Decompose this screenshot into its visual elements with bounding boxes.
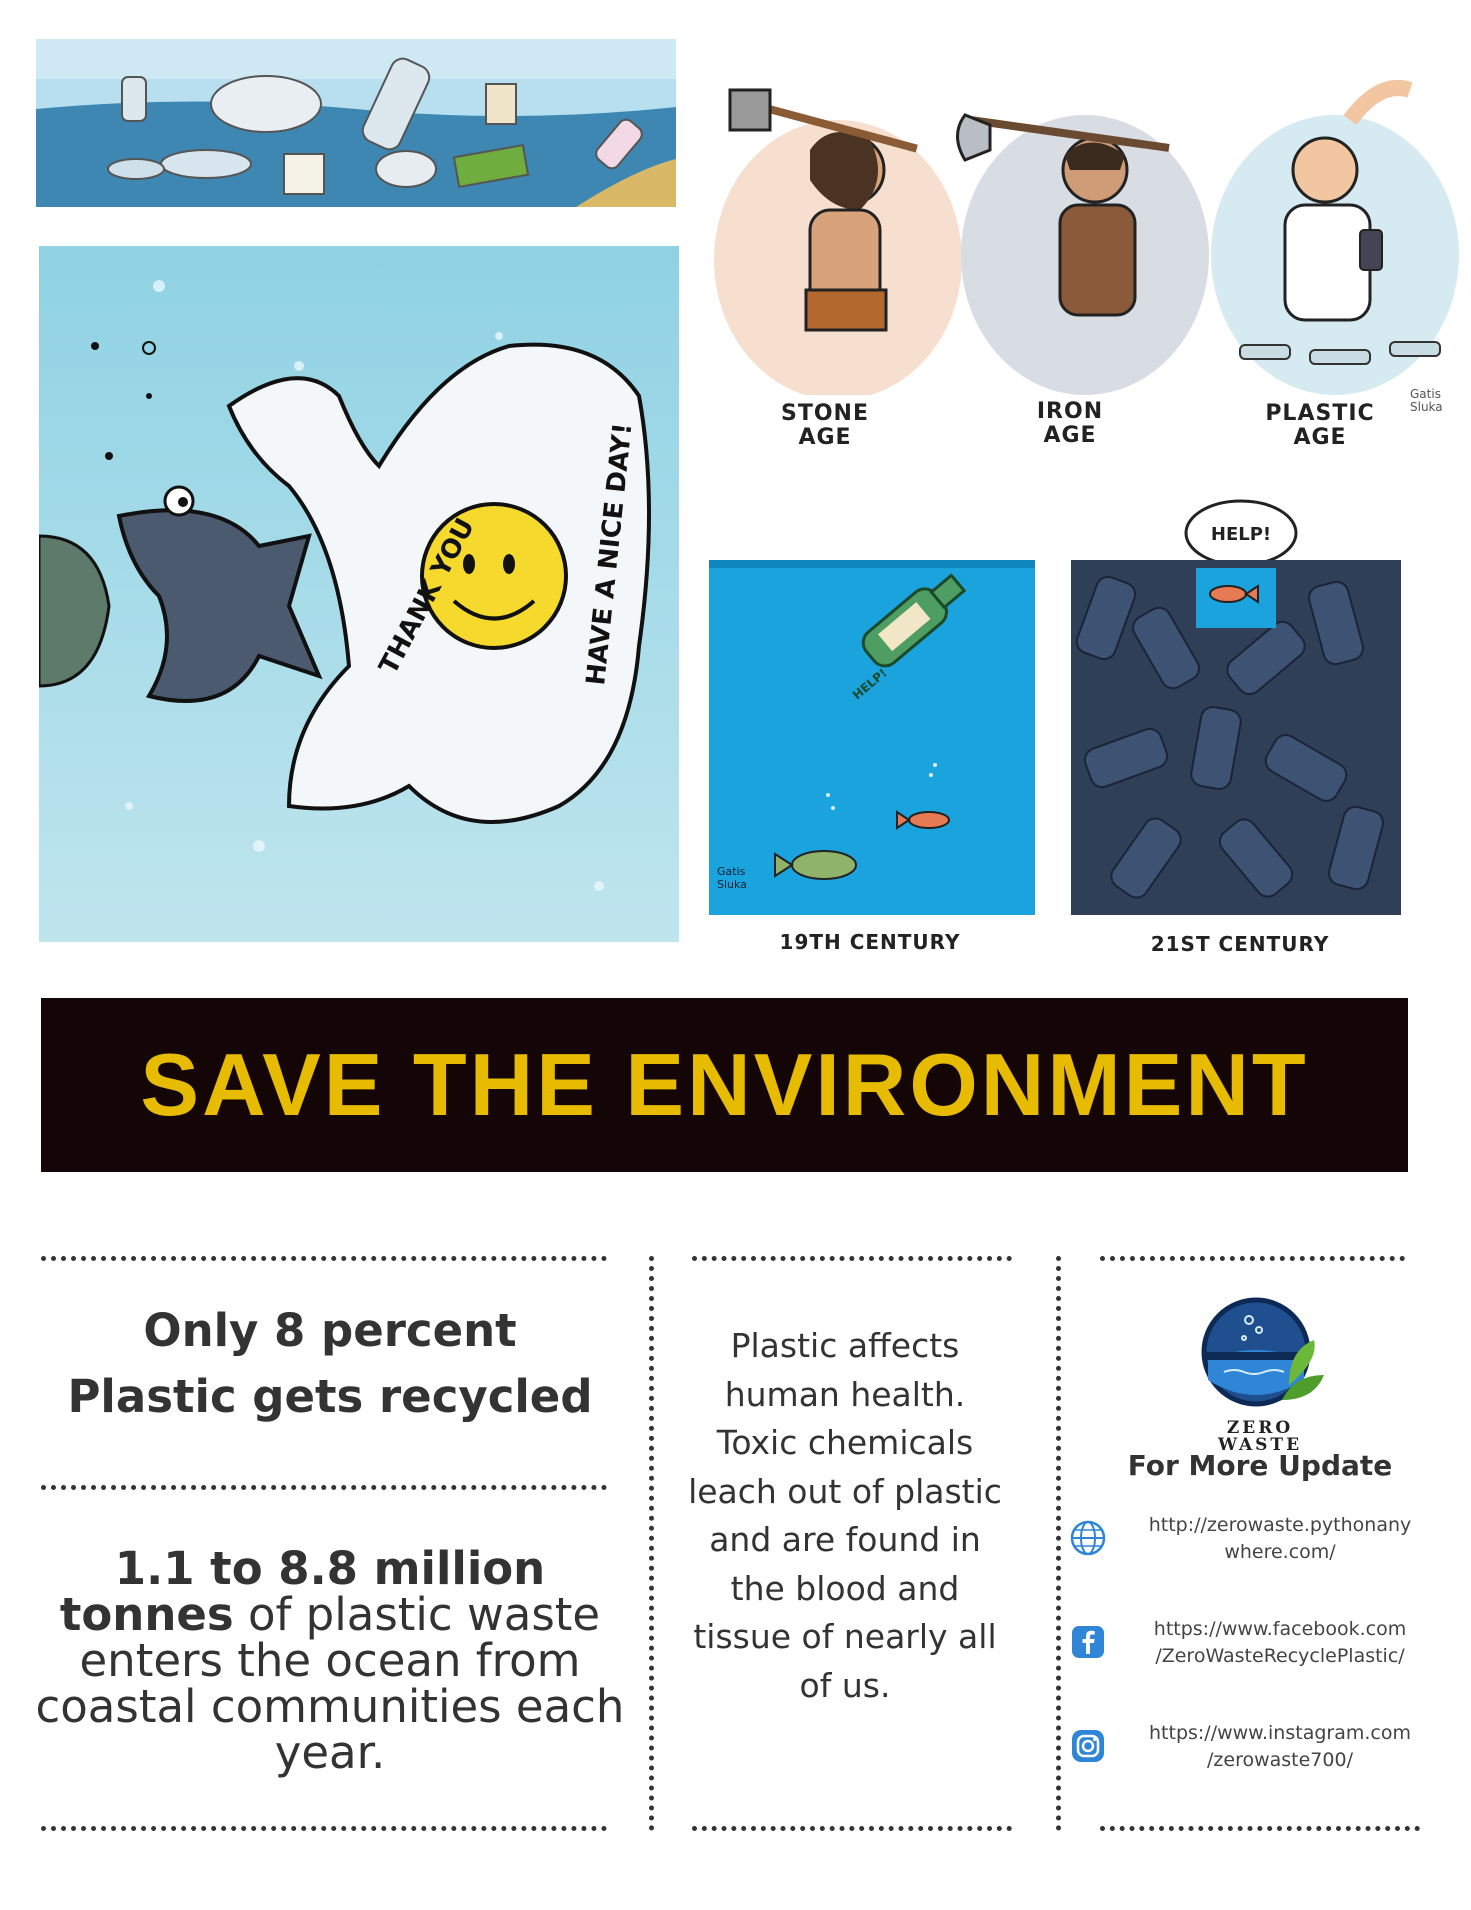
facebook-link-line2: /ZeroWasteRecyclePlastic/ [1155, 1645, 1405, 1667]
divider-col3-bottom [1100, 1826, 1420, 1831]
website-link[interactable]: http://zerowaste.pythonany where.com/ [1070, 1512, 1440, 1582]
zero-waste-brand: ZERO WASTE [1160, 1420, 1360, 1454]
iron-age-label: IRON AGE [1000, 400, 1140, 448]
stone-age-label-line1: STONE [781, 401, 869, 426]
plastic-age-label: PLASTIC AGE [1245, 402, 1395, 450]
ocean-waste-fact: 1.1 to 8.8 million tonnes of plastic was… [30, 1546, 630, 1776]
iron-age-label-line1: IRON [1036, 399, 1104, 424]
website-link-line1: http://zerowaste.pythonany [1148, 1514, 1412, 1536]
plastic-age-label-line1: PLASTIC [1265, 401, 1375, 426]
brand-line2: WASTE [1217, 1435, 1303, 1455]
recycling-fact-line2: Plastic gets recycled [67, 1370, 593, 1423]
iron-age-label-line2: AGE [1043, 423, 1097, 448]
facebook-icon [1070, 1624, 1106, 1660]
contact-heading: For More Update [1127, 1449, 1393, 1482]
instagram-link[interactable]: https://www.instagram.com /zerowaste700/ [1070, 1720, 1440, 1790]
zero-waste-logo [1194, 1290, 1334, 1430]
facebook-link[interactable]: https://www.facebook.com /ZeroWasteRecyc… [1070, 1616, 1440, 1686]
divider-col3-top [1100, 1256, 1405, 1261]
ages-signature-line2: Sluka [1410, 400, 1443, 414]
fish-plastic-bag-cartoon: THANK YOU HAVE A NICE DAY! [39, 246, 679, 942]
plastic-age-label-line2: AGE [1293, 425, 1347, 450]
brand-line1: ZERO [1226, 1418, 1294, 1438]
instagram-link-line2: /zerowaste700/ [1207, 1749, 1353, 1771]
facebook-link-line1: https://www.facebook.com [1153, 1618, 1407, 1640]
divider-vertical-2 [1056, 1256, 1061, 1831]
divider-col1-middle [41, 1485, 607, 1490]
divider-col2-bottom [692, 1826, 1012, 1831]
ages-cartoon [710, 60, 1460, 395]
recycling-fact-line1: Only 8 percent [143, 1304, 517, 1357]
21st-century-label: 21ST CENTURY [1150, 932, 1330, 956]
stone-age-label: STONE AGE [755, 402, 895, 450]
divider-col2-top [692, 1256, 1012, 1261]
ages-signature-line1: Gatis [1410, 387, 1441, 401]
divider-col1-top [41, 1256, 607, 1261]
19th-century-label: 19TH CENTURY [779, 930, 961, 954]
21st-century-cartoon: HELP! [1066, 488, 1406, 915]
ocean-waste-description: of plastic waste enters the ocean from c… [35, 1588, 625, 1779]
trash-in-ocean-illustration [36, 39, 676, 207]
ages-signature: Gatis Sluka [1410, 388, 1443, 414]
website-link-line2: where.com/ [1224, 1541, 1336, 1563]
recycling-fact: Only 8 percent Plastic gets recycled [30, 1298, 630, 1430]
health-fact: Plastic affects human health. Toxic chem… [688, 1326, 1002, 1705]
speech-bubble-help: HELP! [1211, 524, 1271, 545]
globe-icon [1070, 1520, 1106, 1556]
19th-century-cartoon: HELP! Gatis Sluka [709, 560, 1035, 915]
instagram-link-line1: https://www.instagram.com [1149, 1722, 1411, 1744]
divider-vertical-1 [649, 1256, 654, 1831]
ocean-waste-amount: 1.1 to 8.8 million tonnes [59, 1542, 546, 1641]
19th-signature-line2: Sluka [717, 878, 747, 891]
divider-col1-bottom [41, 1826, 607, 1831]
save-environment-banner: SAVE THE ENVIRONMENT [41, 998, 1408, 1172]
banner-title: SAVE THE ENVIRONMENT [140, 1035, 1309, 1134]
stone-age-label-line2: AGE [798, 425, 852, 450]
instagram-icon [1070, 1728, 1106, 1764]
19th-signature-line1: Gatis [717, 865, 746, 878]
